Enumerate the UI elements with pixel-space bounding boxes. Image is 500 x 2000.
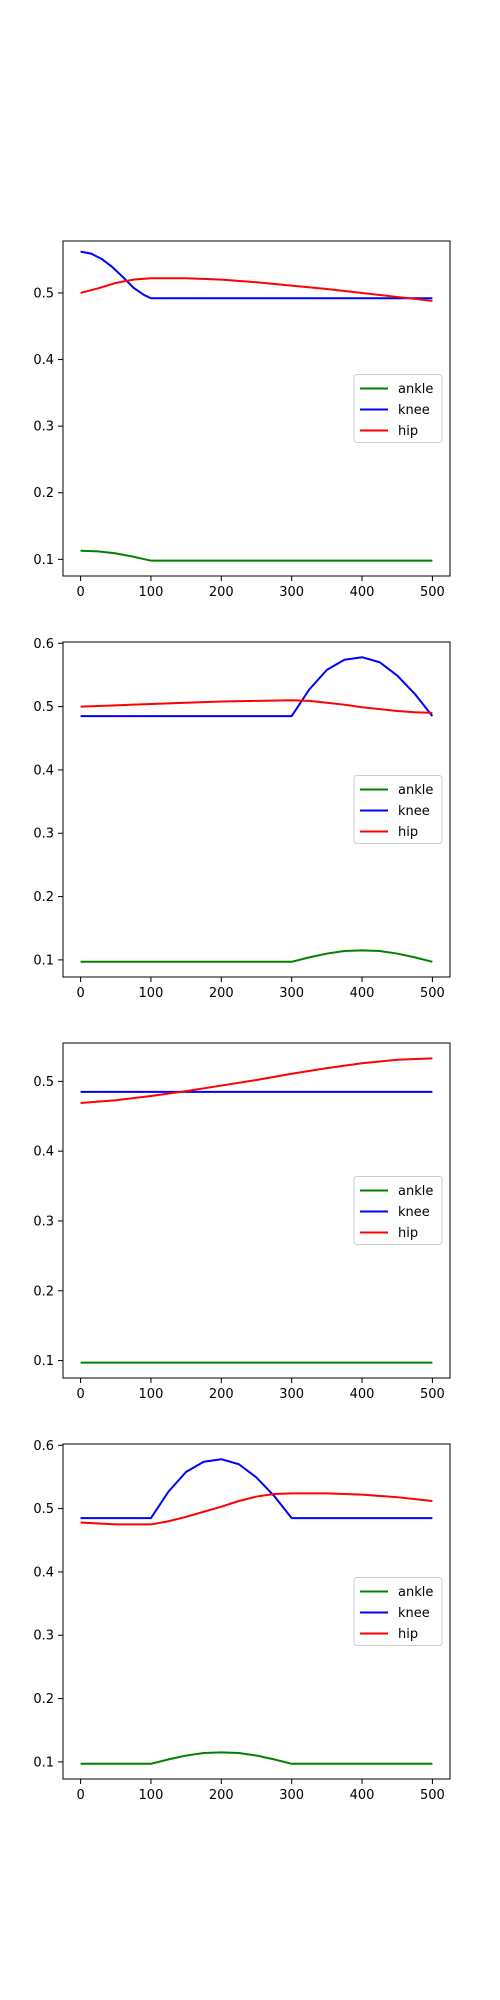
legend-box (353, 775, 443, 844)
series-line-hip (80, 1057, 433, 1105)
chart-panel-2: 0 100 200 300 400 500 0.1 0.2 0.3 0.4 0.5 0.6 ankle k… (33, 637, 451, 1001)
series-line-knee (80, 1458, 433, 1520)
chart-panel-3: 0 100 200 300 400 500 0.1 0.2 0.3 0.4 0.5 ankle knee… (33, 1042, 451, 1402)
series-line-ankle (80, 949, 433, 963)
y-tick-label: 0.5 (33, 1502, 54, 1517)
legend-label-hip: hip (398, 1627, 418, 1642)
series-line-hip (80, 277, 433, 302)
axes-frame (62, 240, 451, 577)
y-tick-label: 0.1 (33, 1755, 54, 1770)
y-tick-label: 0.2 (33, 890, 54, 905)
y-tick-label: 0.1 (33, 1354, 54, 1369)
y-tick-label: 0.3 (33, 420, 54, 435)
x-tick-label: 200 (209, 585, 234, 600)
legend: ankle knee hip (353, 374, 443, 443)
series-line-knee (80, 656, 434, 718)
legend-label-ankle: ankle (398, 1585, 433, 1600)
y-tick-label: 0.3 (33, 827, 54, 842)
x-tick-label: 100 (139, 986, 164, 1001)
x-tick-label: 400 (350, 1788, 375, 1803)
legend-box (353, 1176, 443, 1245)
legend: ankle knee hip (353, 1176, 443, 1245)
legend-label-ankle: ankle (398, 783, 433, 798)
axes-frame (62, 641, 451, 978)
legend-label-knee: knee (398, 1606, 430, 1621)
axes-frame (62, 1443, 451, 1780)
legend-label-hip: hip (398, 825, 418, 840)
x-tick-label: 400 (350, 585, 375, 600)
y-tick-label: 0.5 (33, 286, 54, 301)
y-tick-label: 0.1 (33, 953, 54, 968)
legend-label-knee: knee (398, 1205, 430, 1220)
series-line-hip (80, 699, 433, 714)
chart-panel-1: 0 100 200 300 400 500 0.1 0.2 0.3 0.4 0.5 ankle knee… (33, 240, 451, 600)
y-tick-label: 0.3 (33, 1629, 54, 1644)
x-tick-label: 400 (350, 986, 375, 1001)
x-tick-label: 400 (350, 1387, 375, 1402)
x-tick-label: 0 (76, 1788, 84, 1803)
legend-box (353, 374, 443, 443)
x-tick-label: 100 (139, 1387, 164, 1402)
x-tick-label: 300 (279, 1387, 304, 1402)
legend-label-hip: hip (398, 424, 418, 439)
axes-frame (62, 1042, 451, 1379)
series-line-knee (80, 250, 433, 300)
y-tick-label: 0.4 (33, 1565, 54, 1580)
legend-label-knee: knee (398, 804, 430, 819)
legend-label-hip: hip (398, 1226, 418, 1241)
series-line-ankle (80, 549, 433, 562)
x-tick-label: 300 (279, 585, 304, 600)
x-tick-label: 200 (209, 1788, 234, 1803)
legend: ankle knee hip (353, 775, 443, 844)
x-tick-label: 0 (76, 986, 84, 1001)
chart-panel-4: 0 100 200 300 400 500 0.1 0.2 0.3 0.4 0.5 0.6 ankle k… (33, 1439, 451, 1803)
x-tick-label: 500 (420, 986, 445, 1001)
y-tick-label: 0.5 (33, 700, 54, 715)
x-tick-label: 100 (139, 585, 164, 600)
y-tick-label: 0.1 (33, 553, 54, 568)
y-tick-label: 0.2 (33, 486, 54, 501)
x-tick-label: 200 (209, 1387, 234, 1402)
x-tick-label: 300 (279, 1788, 304, 1803)
x-tick-label: 500 (420, 585, 445, 600)
y-tick-label: 0.3 (33, 1214, 54, 1229)
y-tick-label: 0.4 (33, 353, 54, 368)
y-tick-label: 0.4 (33, 1145, 54, 1160)
y-tick-label: 0.5 (33, 1075, 54, 1090)
y-tick-label: 0.6 (33, 637, 54, 652)
x-tick-label: 200 (209, 986, 234, 1001)
x-tick-label: 500 (420, 1788, 445, 1803)
y-tick-label: 0.2 (33, 1692, 54, 1707)
series-line-hip (80, 1492, 433, 1526)
legend-label-knee: knee (398, 403, 430, 418)
x-tick-label: 100 (139, 1788, 164, 1803)
legend-label-ankle: ankle (398, 1184, 433, 1199)
legend-box (353, 1577, 443, 1646)
y-tick-label: 0.4 (33, 763, 54, 778)
x-tick-label: 300 (279, 986, 304, 1001)
series-line-ankle (80, 1751, 433, 1765)
legend-label-ankle: ankle (398, 382, 433, 397)
legend: ankle knee hip (353, 1577, 443, 1646)
x-tick-label: 500 (420, 1387, 445, 1402)
y-tick-label: 0.2 (33, 1284, 54, 1299)
x-tick-label: 0 (76, 585, 84, 600)
y-tick-label: 0.6 (33, 1439, 54, 1454)
x-tick-label: 0 (76, 1387, 84, 1402)
